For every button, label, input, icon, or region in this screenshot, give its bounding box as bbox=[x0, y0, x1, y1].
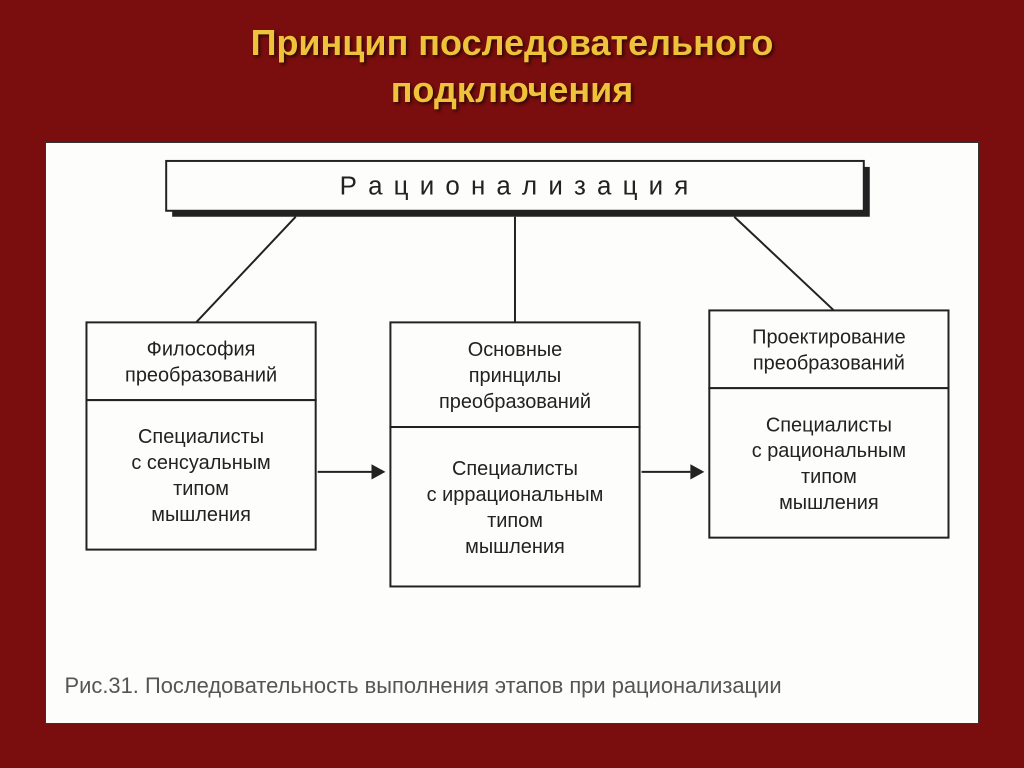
svg-text:Основные: Основные bbox=[468, 339, 563, 361]
svg-text:Проектирование: Проектирование bbox=[752, 327, 906, 349]
svg-text:Р а ц и о н а л и з а ц и я: Р а ц и о н а л и з а ц и я bbox=[340, 173, 691, 201]
svg-text:Специалисты: Специалисты bbox=[452, 458, 578, 480]
svg-text:типом: типом bbox=[173, 478, 229, 500]
svg-text:с рациональным: с рациональным bbox=[752, 440, 906, 462]
slide-title: Принцип последовательного подключения bbox=[0, 0, 1024, 114]
svg-text:мышления: мышления bbox=[151, 504, 251, 526]
svg-text:мышления: мышления bbox=[465, 536, 565, 558]
svg-text:принцилы: принцилы bbox=[469, 365, 561, 387]
slide: Принцип последовательного подключения Р … bbox=[0, 0, 1024, 768]
svg-text:преобразований: преобразований bbox=[125, 364, 277, 386]
svg-text:Специалисты: Специалисты bbox=[766, 414, 892, 436]
title-line-1: Принцип последовательного bbox=[0, 20, 1024, 67]
diagram-svg: Р а ц и о н а л и з а ц и я Философия прео… bbox=[46, 143, 978, 723]
svg-text:преобразований: преобразований bbox=[439, 391, 591, 413]
svg-text:Рис.31. Последовательность вып: Рис.31. Последовательность выполнения эт… bbox=[65, 673, 782, 698]
svg-text:мышления: мышления bbox=[779, 492, 879, 514]
svg-text:Философия: Философия bbox=[147, 339, 256, 361]
svg-text:с сенсуальным: с сенсуальным bbox=[131, 452, 270, 474]
svg-text:преобразований: преобразований bbox=[753, 353, 905, 375]
title-line-2: подключения bbox=[0, 67, 1024, 114]
svg-text:с иррациональным: с иррациональным bbox=[427, 484, 604, 506]
svg-text:Специалисты: Специалисты bbox=[138, 426, 264, 448]
diagram-panel: Р а ц и о н а л и з а ц и я Философия прео… bbox=[45, 142, 979, 724]
svg-text:типом: типом bbox=[487, 510, 543, 532]
svg-text:типом: типом bbox=[801, 466, 857, 488]
